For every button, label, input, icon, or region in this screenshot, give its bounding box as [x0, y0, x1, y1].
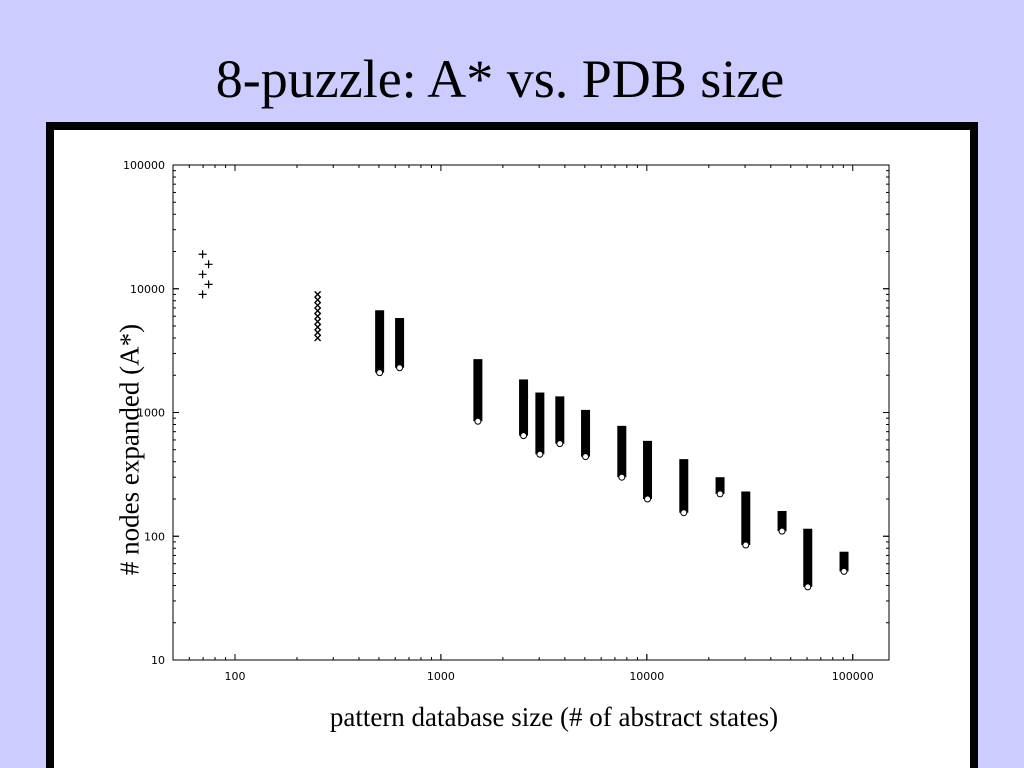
data-point-min [474, 417, 482, 425]
data-point-min [396, 364, 404, 372]
x-tick-label: 100000 [832, 670, 874, 683]
data-bar [581, 409, 591, 457]
data-point-plus [198, 250, 207, 259]
data-point-min [520, 432, 528, 440]
data-bar [555, 396, 565, 444]
data-bar [473, 359, 483, 422]
data-bar [519, 379, 529, 436]
x-tick-label: 10000 [629, 670, 664, 683]
data-point-plus [198, 290, 207, 299]
data-point-min [716, 490, 724, 498]
data-bar [617, 425, 627, 478]
data-point-plus [204, 260, 213, 269]
data-bar [803, 528, 813, 587]
data-bar [375, 310, 385, 373]
data-bar [741, 491, 751, 545]
data-bar [777, 510, 787, 532]
data-point-min [618, 473, 626, 481]
x-tick-label: 1000 [427, 670, 455, 683]
figure-canvas: 10 100 1000 10000 100000 100 1000 10000 100000 #… [54, 130, 970, 768]
data-point-x [314, 334, 322, 342]
data-point-x [314, 318, 322, 326]
y-tick-label: 100000 [123, 159, 165, 172]
y-tick-label: 10000 [130, 283, 165, 296]
y-tick-label: 1000 [137, 407, 165, 420]
x-axis-label: pattern database size (# of abstract sta… [329, 702, 779, 732]
y-axis-label: # nodes expanded (A*) [114, 323, 145, 576]
data-point-min [840, 567, 848, 575]
data-point-x [314, 301, 322, 309]
y-tick-label: 10 [151, 654, 165, 667]
data-point-min [556, 440, 564, 448]
data-bar [535, 392, 545, 455]
x-tick-label: 100 [224, 670, 245, 683]
data-point-min [680, 509, 688, 517]
figure-frame: 10 100 1000 10000 100000 100 1000 10000 100000 #… [46, 122, 978, 768]
data-bar [643, 440, 653, 499]
data-point-min [582, 453, 590, 461]
data-point-min [742, 541, 750, 549]
data-point-plus [204, 280, 213, 289]
data-bar [679, 459, 689, 513]
data-point-x [314, 323, 322, 331]
data-point-min [778, 527, 786, 535]
y-tick-label: 100 [144, 530, 165, 543]
plot-area-border [172, 164, 890, 661]
data-point-min [644, 495, 652, 503]
data-point-x [314, 296, 322, 304]
data-point-x [314, 290, 322, 298]
scatter-plot: 10 100 1000 10000 100000 100 1000 10000 100000 [123, 159, 890, 683]
data-bar [839, 551, 849, 572]
data-point-x [314, 329, 322, 337]
data-bar [395, 318, 405, 368]
slide-title: 8-puzzle: A* vs. PDB size [215, 49, 785, 109]
data-point-min [804, 583, 812, 591]
data-point-min [536, 450, 544, 458]
data-point-plus [198, 270, 207, 279]
data-point-min [376, 369, 384, 377]
data-point-x [314, 307, 322, 315]
data-bar [715, 477, 725, 494]
data-point-x [314, 312, 322, 320]
